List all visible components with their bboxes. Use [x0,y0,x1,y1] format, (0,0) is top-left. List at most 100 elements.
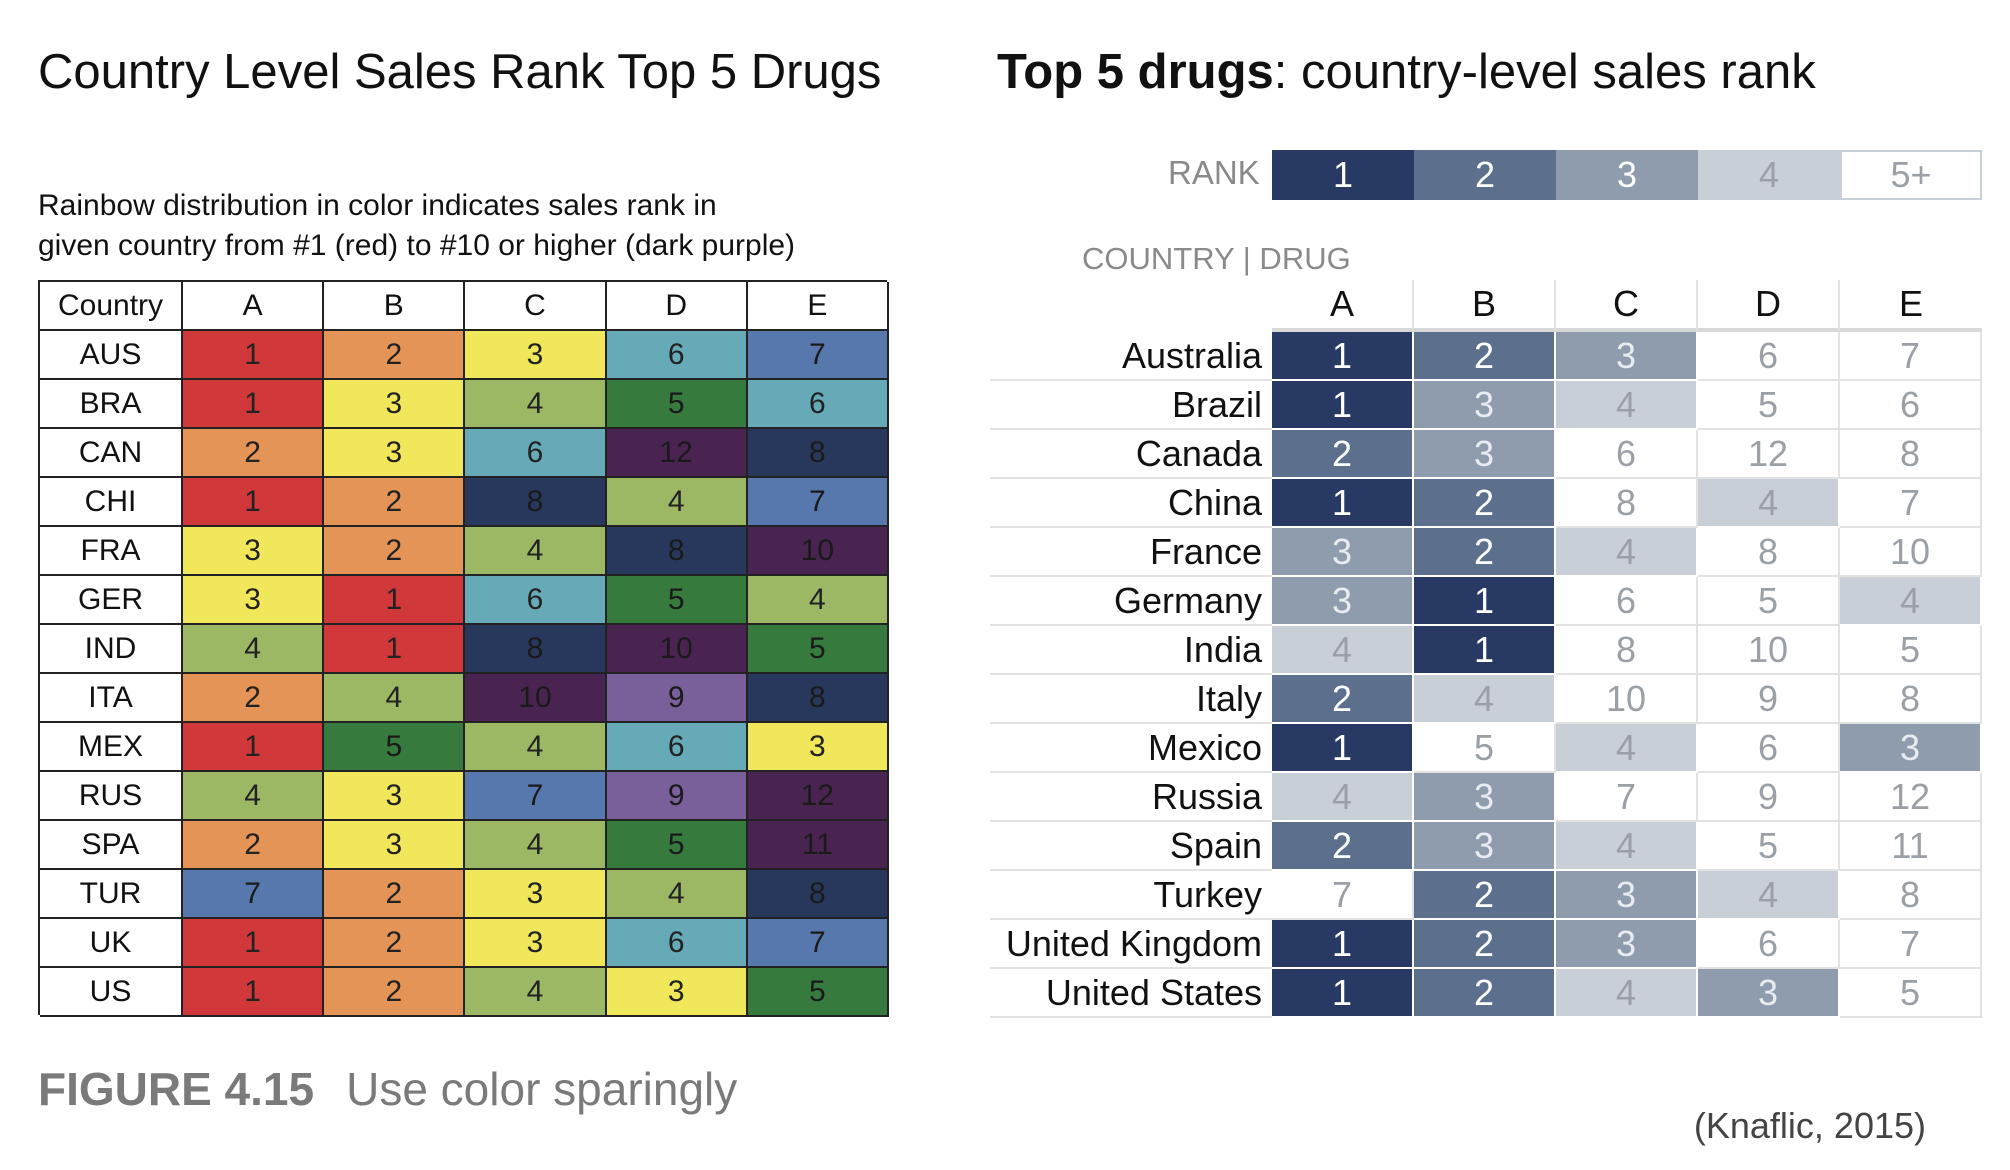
rainbow-cell: 5 [606,576,748,625]
rainbow-cell: 4 [465,968,607,1017]
gray-row-label: United Kingdom [990,920,1272,969]
gray-cell: 1 [1272,479,1414,528]
rainbow-col-header-d: D [606,282,748,331]
gray-cell: 7 [1556,773,1698,822]
left-subtitle-line-2: given country from #1 (red) to #10 or hi… [38,229,796,262]
gray-cell: 8 [1840,675,1982,724]
rainbow-cell: 4 [606,478,748,527]
figure-number: FIGURE 4.15 [38,1063,315,1115]
gray-row-label: China [990,479,1272,528]
rainbow-cell: 2 [183,821,325,870]
gray-cell: 7 [1840,920,1982,969]
rainbow-cell: 8 [606,527,748,576]
gray-row-label: Brazil [990,381,1272,430]
gray-cell: 2 [1272,430,1414,479]
rainbow-cell: 6 [747,380,889,429]
gray-cell: 10 [1556,675,1698,724]
gray-row-label: Turkey [990,871,1272,920]
rainbow-cell: 12 [747,772,889,821]
gray-cell: 2 [1414,528,1556,577]
left-chart-subtitle: Rainbow distribution in color indicates … [38,186,795,266]
gray-cell: 3 [1556,920,1698,969]
gray-cell: 6 [1840,381,1982,430]
gray-cell: 5 [1840,969,1982,1018]
gray-cell: 2 [1272,822,1414,871]
gray-cell: 8 [1556,626,1698,675]
rainbow-row-label: BRA [40,380,183,429]
rainbow-cell: 6 [606,919,748,968]
gray-cell: 3 [1698,969,1840,1018]
rainbow-cell: 4 [465,527,607,576]
gray-cell: 4 [1698,871,1840,920]
rainbow-cell: 9 [606,674,748,723]
gray-cell: 3 [1414,381,1556,430]
rainbow-row-label: AUS [40,331,183,380]
rainbow-cell: 3 [324,380,466,429]
gray-col-header-d: D [1698,280,1840,332]
gray-cell: 5 [1698,577,1840,626]
rainbow-cell: 7 [747,919,889,968]
gray-cell: 3 [1414,430,1556,479]
rainbow-cell: 2 [324,478,466,527]
gray-cell: 8 [1556,479,1698,528]
gray-cell: 9 [1698,773,1840,822]
rainbow-heatmap-table: Country A B C D E AUS 1 2 3 6 7 BRA 1 3 4 5 6 CAN 2 3 6 12 8 CHI… [38,280,889,1017]
rank-legend-swatch-2: 2 [1414,150,1556,200]
rainbow-cell: 2 [324,968,466,1017]
gray-row-label: Canada [990,430,1272,479]
rank-legend-swatch-3: 3 [1556,150,1698,200]
gray-cell: 4 [1556,724,1698,773]
gray-row-label: United States [990,969,1272,1018]
gray-cell: 3 [1556,332,1698,381]
gray-cell: 3 [1414,773,1556,822]
rainbow-col-header-b: B [324,282,466,331]
rank-legend-label: RANK [1168,154,1260,191]
gray-cell: 10 [1698,626,1840,675]
rainbow-cell: 3 [183,527,325,576]
rainbow-cell: 2 [324,870,466,919]
rainbow-row-label: UK [40,919,183,968]
gray-row-label: Spain [990,822,1272,871]
rank-legend-swatch-4: 4 [1698,150,1840,200]
rainbow-row-label: SPA [40,821,183,870]
rainbow-row-label: CHI [40,478,183,527]
rainbow-cell: 3 [324,821,466,870]
gray-cell: 1 [1272,969,1414,1018]
gray-cell: 3 [1272,528,1414,577]
gray-cell: 1 [1414,626,1556,675]
gray-row-label: France [990,528,1272,577]
gray-cell: 7 [1840,332,1982,381]
source-credit: (Knaflic, 2015) [1693,1105,1926,1146]
rainbow-cell: 8 [747,429,889,478]
gray-cell: 6 [1556,577,1698,626]
rainbow-cell: 7 [465,772,607,821]
gray-cell: 8 [1698,528,1840,577]
rainbow-cell: 2 [183,429,325,478]
rainbow-cell: 4 [183,625,325,674]
gray-cell: 2 [1414,920,1556,969]
rank-legend: 1 2 3 4 5+ [1272,150,1982,200]
rainbow-cell: 5 [747,625,889,674]
rainbow-cell: 2 [324,331,466,380]
rank-legend-swatch-1: 1 [1272,150,1414,200]
rainbow-row-label: ITA [40,674,183,723]
gray-row-label: Germany [990,577,1272,626]
gray-col-header-a: A [1272,280,1414,332]
rainbow-cell: 5 [606,821,748,870]
gray-cell: 4 [1414,675,1556,724]
rainbow-cell: 1 [183,331,325,380]
rainbow-cell: 1 [324,625,466,674]
rainbow-row-label: MEX [40,723,183,772]
gray-cell: 1 [1272,381,1414,430]
gray-row-label: Russia [990,773,1272,822]
rainbow-cell: 10 [465,674,607,723]
rainbow-cell: 4 [183,772,325,821]
gray-cell: 3 [1840,724,1982,773]
gray-cell: 12 [1840,773,1982,822]
gray-cell: 8 [1840,871,1982,920]
gray-row-label: India [990,626,1272,675]
rainbow-cell: 10 [747,527,889,576]
rainbow-cell: 4 [465,380,607,429]
rainbow-cell: 1 [324,576,466,625]
figure-text: Use color sparingly [346,1063,738,1115]
